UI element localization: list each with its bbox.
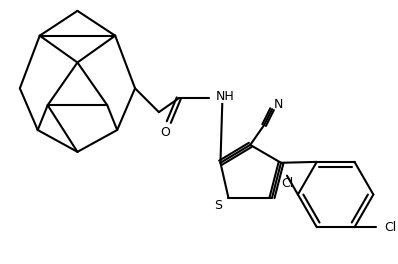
Text: S: S bbox=[215, 199, 222, 212]
Text: NH: NH bbox=[215, 90, 234, 103]
Text: Cl: Cl bbox=[281, 177, 293, 190]
Text: O: O bbox=[160, 125, 170, 139]
Text: N: N bbox=[274, 98, 283, 111]
Text: Cl: Cl bbox=[384, 221, 396, 234]
